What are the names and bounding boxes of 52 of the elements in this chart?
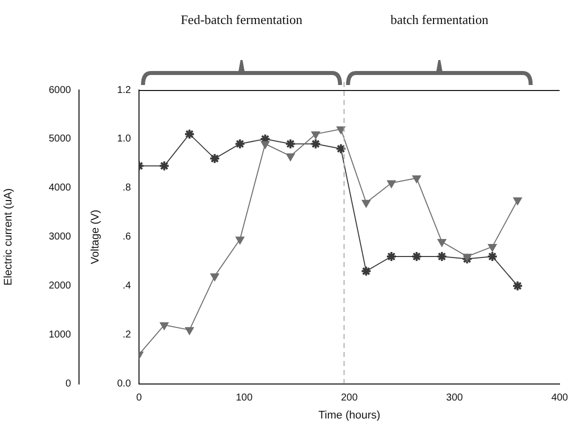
point [488,244,497,252]
point [412,175,422,184]
y2-axis-title: Voltage (V) [90,210,102,264]
point [184,128,195,140]
y-tick-label: 4000 [48,182,72,194]
y2-tick-label: 0.0 [117,378,132,390]
point [387,180,396,188]
point [260,141,270,149]
point [209,153,220,164]
text: Fed-batch fermentation [180,12,302,28]
x-tick-label: 400 [551,392,568,404]
point [486,250,498,262]
point [513,197,522,206]
point [284,138,296,150]
x-tick-label: 0 [136,392,142,404]
point [310,138,322,150]
point [411,250,422,262]
x-tick-label: 200 [340,392,358,404]
x-tick-label: 300 [446,392,464,404]
point [512,280,524,292]
x-axis-title: Time (hours) [318,409,380,422]
point [437,239,446,247]
y-tick-label: 2000 [48,280,72,292]
point [158,160,170,172]
point [335,143,346,154]
y-axis-title: Electric current (uA) [2,188,15,286]
text: batch fermentation [390,12,488,28]
point [311,131,320,140]
point [386,250,397,262]
point [234,138,246,150]
y2-tick-label: .8 [122,182,132,194]
y-tick-label: 3000 [48,232,72,243]
point [336,126,346,134]
point [462,254,472,262]
point [360,266,372,277]
point [286,153,295,162]
y-tick-label: 5000 [48,134,72,145]
y2-tick-label: 1.2 [117,84,132,96]
point [436,250,448,262]
x-tick-label: 100 [236,392,253,404]
point [210,273,220,282]
y2-tick-label: .6 [122,232,132,243]
point [362,200,371,208]
point [236,236,244,244]
point [185,327,194,335]
y-tick-label: 1000 [48,330,72,341]
y-tick-label: 6000 [48,84,72,96]
y2-tick-label: .2 [122,330,132,341]
y-tick-label: 0 [65,378,72,390]
y2-tick-label: .4 [122,280,132,292]
point [160,322,169,330]
y2-tick-label: 1.0 [117,134,132,145]
